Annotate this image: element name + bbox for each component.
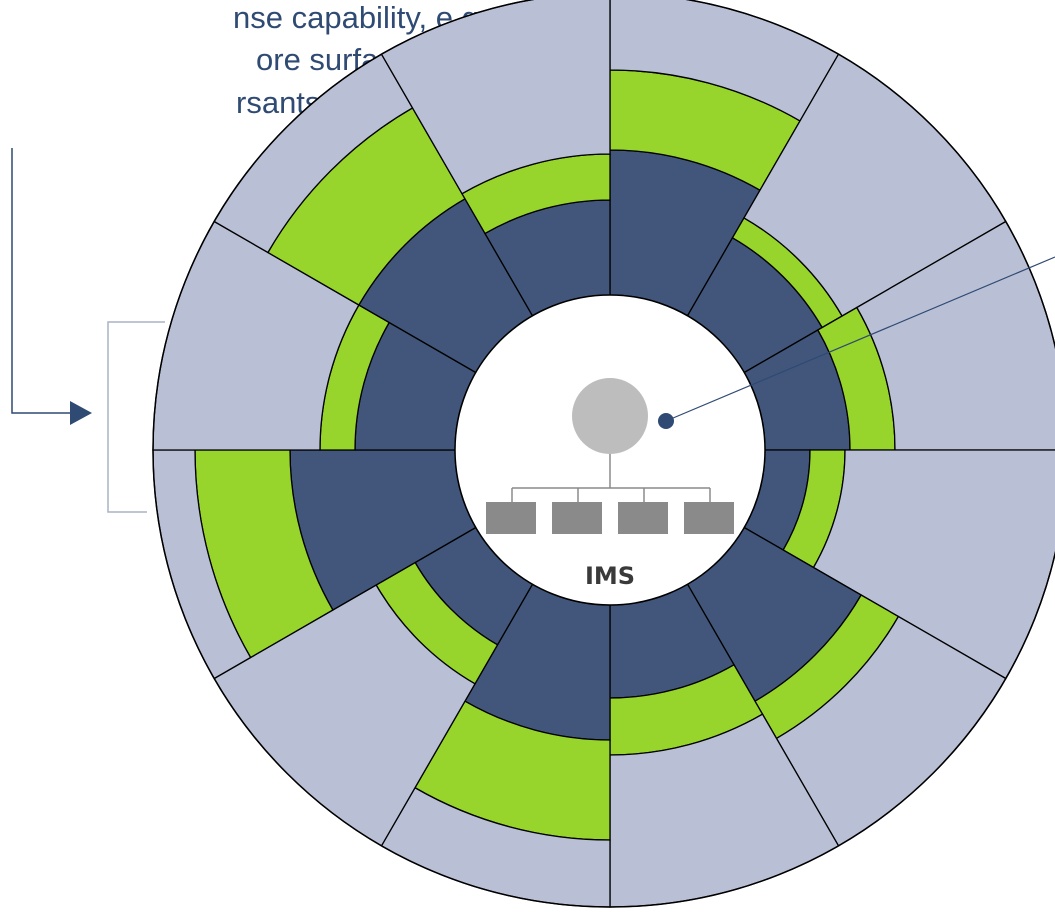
callout-arrowhead-icon — [70, 401, 92, 425]
segment-bracket — [107, 321, 165, 513]
org-child-node-1-icon — [486, 502, 536, 534]
wheel — [152, 0, 1055, 908]
pointer-dot-icon — [658, 413, 674, 429]
org-root-node-icon — [572, 378, 648, 454]
hub-label: IMS — [585, 562, 635, 590]
wheel-rim — [152, 0, 1055, 908]
org-chart-connectors — [511, 454, 711, 502]
org-child-node-2-icon — [552, 502, 602, 534]
pointer-line — [665, 256, 1055, 422]
org-child-node-4-icon — [684, 502, 734, 534]
org-child-node-3-icon — [618, 502, 668, 534]
callout-connector-line — [11, 148, 72, 414]
center-hub: IMS — [454, 294, 766, 606]
